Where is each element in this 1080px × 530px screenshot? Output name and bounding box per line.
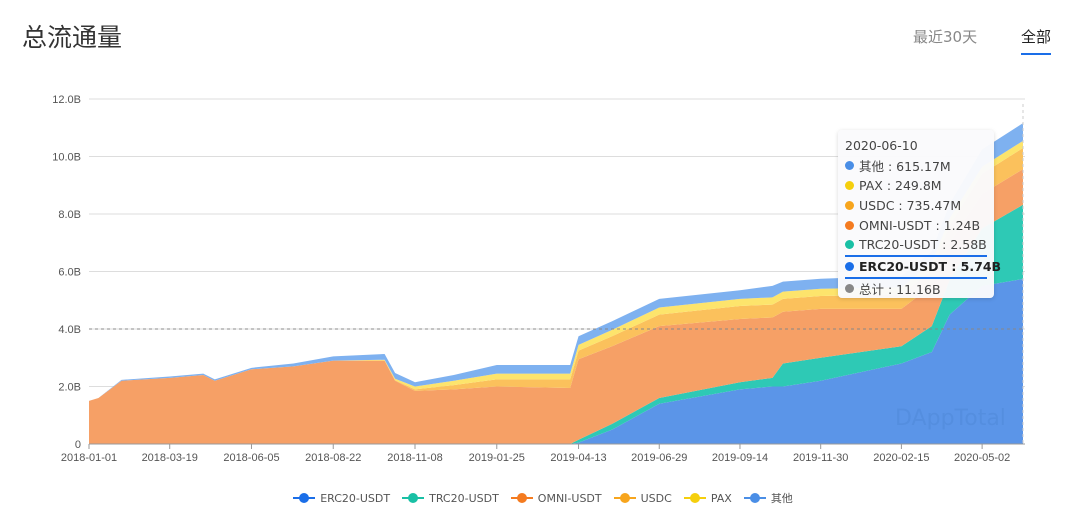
tooltip-row: PAX : 249.8M — [845, 176, 994, 196]
legend-item[interactable]: ERC20-USDT — [293, 490, 390, 506]
series-dot-icon — [845, 220, 854, 230]
x-tick-label: 2019-01-25 — [469, 452, 525, 464]
legend-label: ERC20-USDT — [320, 491, 391, 505]
x-tick-label: 2018-03-19 — [142, 452, 198, 464]
tooltip-row: OMNI-USDT : 1.24B — [845, 215, 994, 235]
series-dot-icon — [845, 262, 854, 272]
series-dot-icon — [845, 161, 854, 171]
tooltip: 2020-06-10 其他 : 615.17M PAX : 249.8M USDC … — [838, 130, 1001, 299]
legend-item[interactable]: PAX — [683, 490, 732, 506]
x-tick-label: 2019-04-13 — [550, 452, 606, 464]
y-tick-label: 6.0B — [58, 267, 81, 279]
y-tick-label: 4.0B — [58, 324, 81, 336]
tooltip-row: TRC20-USDT : 2.58B — [845, 235, 994, 255]
legend-item[interactable]: USDC — [613, 490, 672, 506]
tooltip-date: 2020-06-10 — [845, 138, 918, 154]
x-tick-label: 2018-08-22 — [305, 452, 361, 464]
y-tick-label: 8.0B — [58, 209, 81, 221]
legend-marker-icon — [402, 493, 425, 503]
tooltip-label: OMNI-USDT : 1.24B — [859, 217, 981, 233]
x-tick-label: 2018-06-05 — [223, 452, 279, 464]
tooltip-label: TRC20-USDT : 2.58B — [859, 237, 987, 253]
legend-item[interactable]: TRC20-USDT — [402, 490, 499, 506]
x-tick-label: 2020-02-15 — [873, 452, 929, 464]
area-erc20-usdt — [89, 278, 1023, 444]
page-title: 总流通量 — [22, 23, 123, 52]
tooltip-label: ERC20-USDT : 5.74B — [859, 259, 1002, 275]
tab-all[interactable]: 全部 — [1021, 26, 1052, 55]
area-omni-usdt — [89, 169, 1023, 444]
legend-item[interactable]: 其他 — [743, 490, 793, 506]
legend-marker-icon — [743, 493, 766, 503]
series-dot-icon — [845, 283, 854, 293]
tooltip-row: USDC : 735.47M — [845, 195, 994, 215]
y-tick-label: 12.0B — [52, 94, 81, 106]
y-tick-label: 0 — [75, 439, 81, 451]
legend: ERC20-USDT TRC20-USDT OMNI-USDT USDC PAX 其他 — [0, 490, 1080, 506]
watermark: DAppTotal — [895, 406, 1006, 431]
series-dot-icon — [845, 200, 854, 210]
x-tick-label: 2020-05-02 — [954, 452, 1010, 464]
tooltip-label: PAX : 249.8M — [859, 177, 942, 193]
y-tick-label: 2.0B — [58, 382, 81, 394]
legend-item[interactable]: OMNI-USDT — [510, 490, 602, 506]
x-tick-label: 2019-11-30 — [793, 452, 848, 464]
x-tick-label: 2018-01-01 — [61, 452, 117, 464]
tooltip-row: 其他 : 615.17M — [845, 156, 994, 176]
series-dot-icon — [845, 240, 854, 250]
tooltip-row: ERC20-USDT : 5.74B — [845, 254, 1001, 279]
legend-marker-icon — [613, 493, 636, 503]
tooltip-label: 总计 : 11.16B — [859, 281, 941, 297]
area-trc20-usdt — [89, 204, 1023, 444]
tooltip-label: 其他 : 615.17M — [859, 159, 951, 175]
x-tick-label: 2019-09-14 — [712, 452, 768, 464]
legend-marker-icon — [510, 493, 533, 503]
legend-label: OMNI-USDT — [537, 491, 602, 505]
legend-label: TRC20-USDT — [429, 491, 499, 505]
tooltip-label: USDC : 735.47M — [859, 197, 962, 213]
legend-label: 其他 — [770, 492, 793, 505]
tab-last-30-days[interactable]: 最近30天 — [913, 28, 978, 46]
y-tick-label: 10.0B — [52, 152, 81, 164]
x-tick-label: 2018-11-08 — [387, 452, 442, 464]
legend-label: USDC — [640, 491, 672, 505]
legend-marker-icon — [293, 493, 316, 503]
tooltip-row: 总计 : 11.16B — [845, 279, 994, 299]
legend-marker-icon — [683, 493, 706, 503]
x-tick-label: 2019-06-29 — [631, 452, 687, 464]
series-dot-icon — [845, 180, 854, 190]
legend-label: PAX — [710, 491, 732, 505]
